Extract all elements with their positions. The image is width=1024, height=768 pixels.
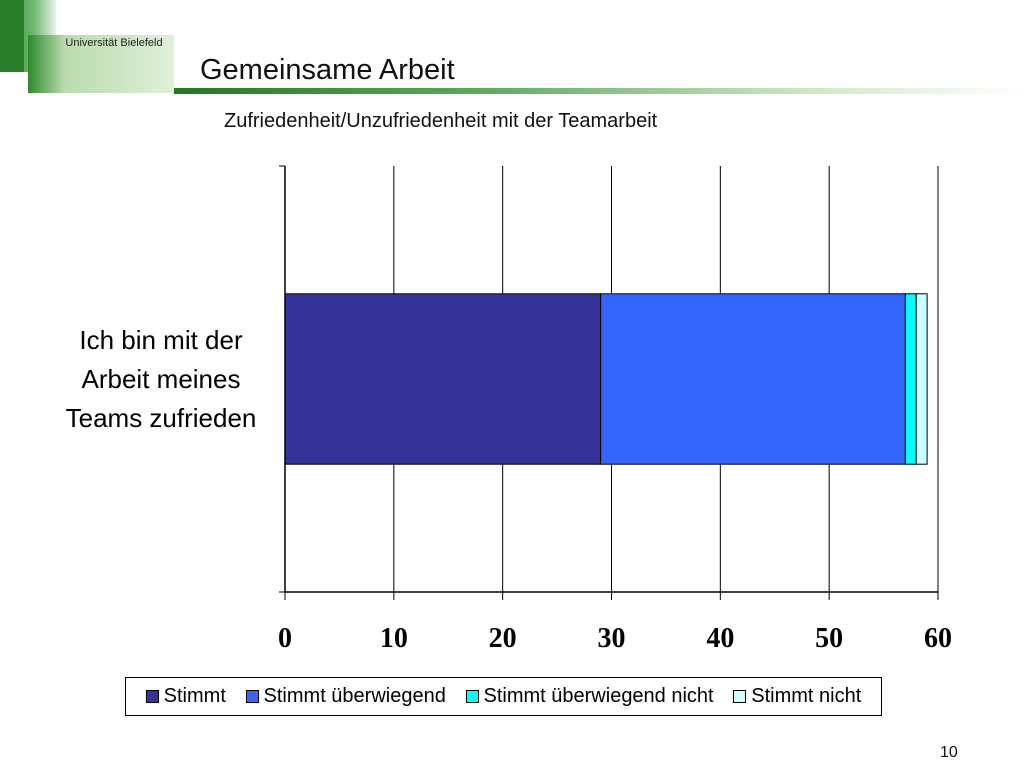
x-tick-label-50: 50: [815, 623, 843, 654]
legend-swatch: [145, 690, 159, 703]
legend-item: Stimmt überwiegend nicht: [465, 685, 714, 708]
page-number: 10: [940, 744, 958, 761]
legend-label: Stimmt überwiegend nicht: [483, 685, 714, 707]
legend-swatch: [245, 690, 259, 703]
legend: Stimmt Stimmt überwiegend Stimmt überwiege…: [125, 677, 882, 716]
category-labels: Ich bin mit der Arbeit meines Teams zufrie…: [66, 325, 257, 433]
page-title: Gemeinsame Arbeit: [200, 54, 455, 86]
bar-stimmt: [284, 293, 602, 465]
category-label-line: Arbeit meines: [82, 364, 241, 394]
bar-stimmt-nicht: [915, 293, 928, 465]
category-label-line: Ich bin mit der: [79, 325, 243, 355]
header-green-block-small: [0, 0, 24, 72]
x-tick-label-0: 0: [278, 623, 292, 654]
legend-swatch: [465, 690, 479, 703]
legend-item: Stimmt: [145, 685, 226, 708]
title-underline: [174, 88, 1024, 94]
bar-stimmt-überwiegend-nicht: [904, 293, 917, 465]
axes: [279, 165, 939, 600]
legend-item: Stimmt überwiegend: [245, 685, 446, 708]
legend-label: Stimmt nicht: [751, 685, 862, 707]
x-tick-label-10: 10: [380, 623, 408, 654]
x-tick-label-30: 30: [598, 623, 626, 654]
category-label-line: Teams zufrieden: [66, 403, 257, 433]
bar-chart: 0 10 20 30 40 50 60 Ich bin mit der Arbeit mein…: [66, 165, 952, 654]
legend-label: Stimmt: [163, 685, 226, 707]
bars: [284, 293, 928, 465]
x-tick-label-20: 20: [489, 623, 517, 654]
x-tick-label-60: 60: [924, 623, 952, 654]
logo-text: Universität Bielefeld: [65, 37, 163, 49]
tick-labels: 0 10 20 30 40 50 60: [278, 623, 952, 654]
logo-box: [28, 35, 174, 93]
x-tick-label-40: 40: [706, 623, 734, 654]
legend-item: Stimmt nicht: [733, 685, 861, 708]
chart-title: Zufriedenheit/Unzufriedenheit mit der Te…: [224, 110, 658, 132]
bar-stimmt-überwiegend: [600, 293, 906, 465]
legend-label: Stimmt überwiegend: [263, 685, 446, 707]
legend-swatch: [733, 690, 747, 703]
